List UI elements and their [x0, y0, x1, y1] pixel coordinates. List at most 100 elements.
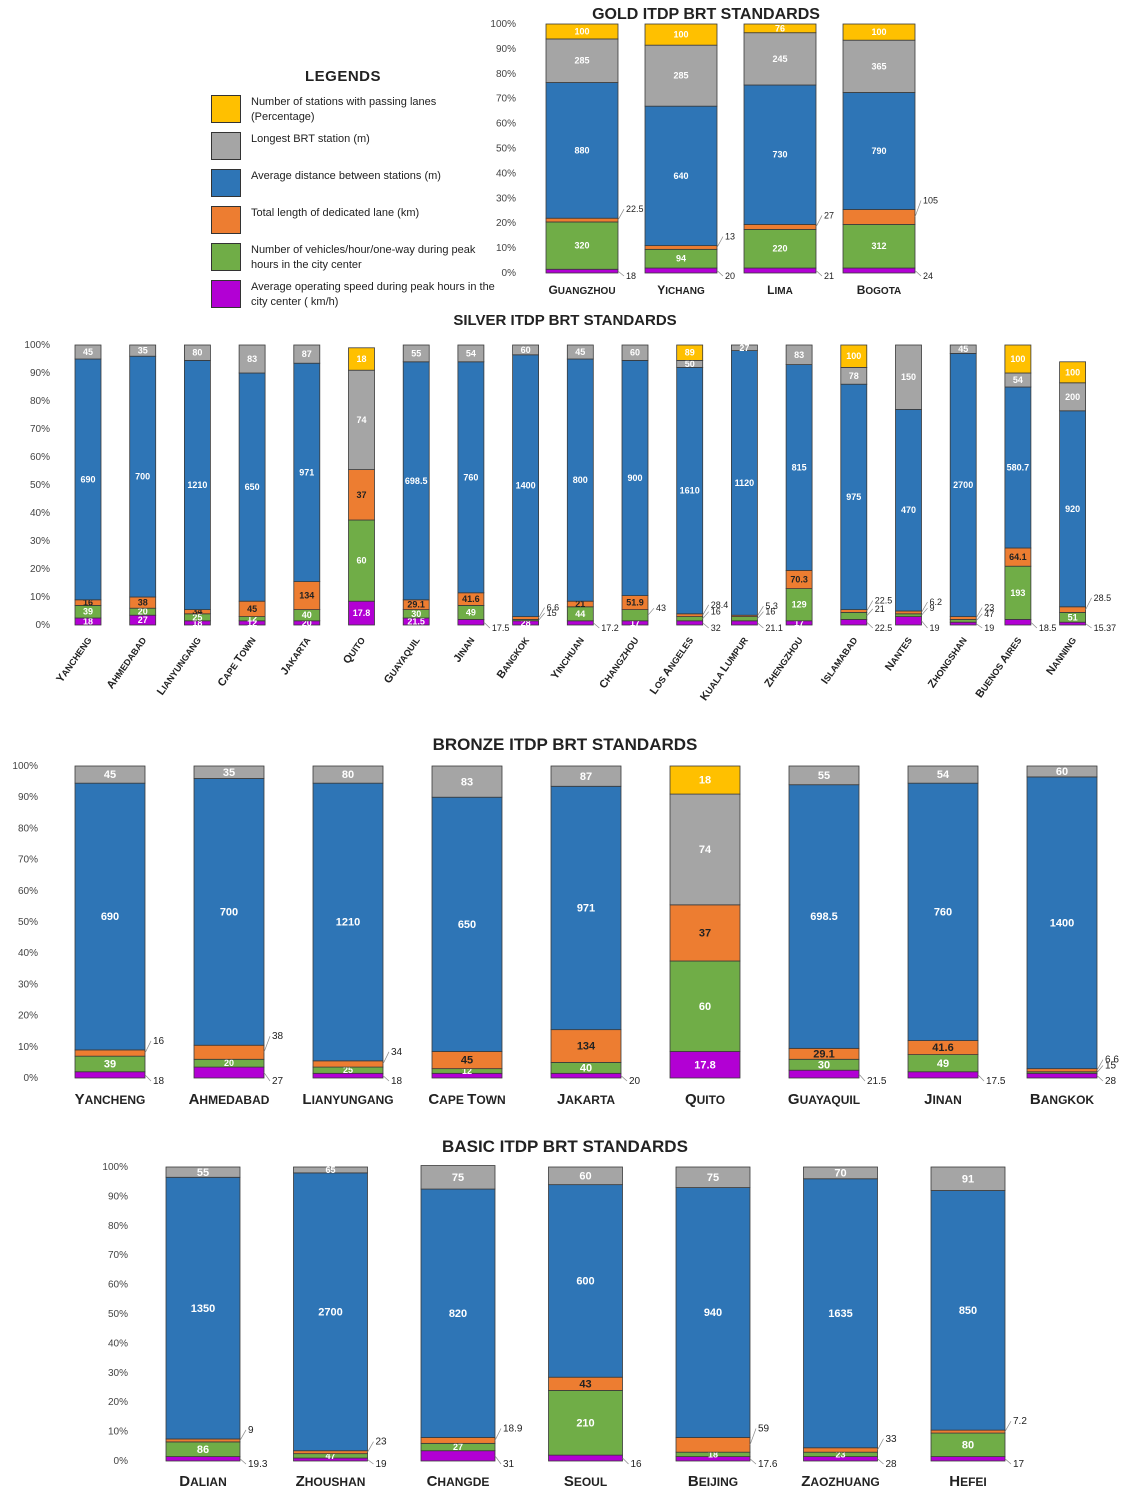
y-tick-label: 70%	[496, 94, 516, 105]
value-label-vehicles: 18	[708, 1449, 718, 1459]
leader-line	[367, 1441, 374, 1453]
bar-segment-longest	[785, 344, 813, 366]
silver-chart-title: SILVER ITDP BRT STANDARDS	[453, 312, 676, 329]
value-label-longest: 74	[356, 415, 366, 425]
legend-item-passing: Number of stations with passing lanes (P…	[205, 93, 495, 130]
value-label-lane: 22.5	[875, 596, 893, 606]
value-label-longest: 365	[871, 61, 886, 71]
category-label: ZAOZHUANG	[801, 1473, 880, 1490]
bar-segment-speed	[669, 1051, 741, 1079]
y-tick-label: 70%	[18, 855, 38, 866]
value-label-vehicles: 15	[547, 608, 557, 618]
y-tick-label: 0%	[502, 268, 517, 279]
bar-segment-vehicles	[785, 588, 813, 622]
category-label: ISLAMABAD	[819, 634, 860, 686]
leader-line	[367, 1459, 374, 1465]
bar-segment-speed	[676, 620, 704, 626]
value-label-lane: 27	[824, 210, 834, 220]
value-label-distance: 700	[220, 907, 238, 919]
value-label-distance: 880	[574, 145, 589, 155]
bar-segment-distance	[907, 782, 979, 1041]
value-label-vehicles: 40	[302, 610, 312, 620]
y-tick-label: 80%	[18, 823, 38, 834]
bar-segment-distance	[183, 359, 211, 610]
leader-line	[975, 613, 983, 622]
bar-segment-distance	[312, 782, 384, 1062]
bar-segment-speed	[842, 267, 916, 274]
legend-label: Total length of dedicated lane (km)	[251, 207, 420, 219]
leader-line	[1004, 1420, 1012, 1432]
leader-line	[757, 606, 764, 617]
value-label-speed: 18.5	[1039, 623, 1057, 633]
bar-segment-distance	[676, 366, 704, 615]
value-label-speed: 27	[138, 615, 148, 625]
legend-swatch-speed	[211, 280, 241, 308]
bar-segment-longest	[74, 344, 102, 360]
value-label-speed: 17	[1013, 1459, 1025, 1470]
bar-segment-lane	[512, 616, 539, 620]
legend-swatch-lane	[211, 206, 241, 234]
category-label: KUALA LUMPUR	[698, 634, 751, 703]
bar-segment-speed	[840, 619, 868, 626]
y-tick-label: 40%	[30, 508, 50, 519]
legend-label: Average distance between stations (m)	[251, 170, 441, 182]
value-label-distance: 1400	[1050, 917, 1074, 929]
bar-segment-distance	[548, 1184, 623, 1378]
leader-line	[593, 622, 600, 629]
value-label-distance: 1400	[516, 481, 536, 491]
bar-segment-lane	[545, 217, 619, 223]
value-label-distance: 470	[901, 505, 916, 515]
leader-line	[617, 270, 625, 277]
category-label: GUAYAQUIL	[382, 634, 423, 685]
bar-segment-passing	[676, 344, 704, 361]
value-label-distance: 690	[80, 474, 95, 484]
value-label-lane: 38	[138, 598, 148, 608]
bar-segment-distance	[895, 408, 922, 612]
bar-segment-speed	[743, 267, 817, 274]
category-label: LIANYUNGANG	[302, 1091, 393, 1108]
y-tick-label: 70%	[30, 424, 50, 435]
bar-segment-vehicles	[348, 519, 375, 602]
leader-line	[494, 1428, 502, 1441]
y-tick-label: 10%	[496, 243, 516, 254]
leader-line	[877, 1438, 884, 1451]
legend-label: Number of stations with passing lanes (P…	[251, 96, 437, 123]
value-label-distance: 1635	[828, 1308, 852, 1320]
value-label-distance: 698.5	[810, 911, 838, 923]
bar-segment-vehicles	[842, 224, 916, 269]
basic-chart-title: BASIC ITDP BRT STANDARDS	[442, 1137, 688, 1156]
bar-segment-distance	[930, 1190, 1006, 1431]
bar-segment-distance	[74, 358, 102, 601]
bar-segment-speed	[731, 620, 758, 626]
category-label: CAPE TOWN	[428, 1091, 505, 1108]
value-label-longest: 87	[302, 349, 312, 359]
bar-segment-speed	[644, 267, 718, 274]
category-label: LIMA	[767, 283, 793, 297]
bar-segment-speed	[457, 619, 485, 626]
bar-segment-longest	[949, 344, 977, 354]
category-label: JAKARTA	[557, 1091, 615, 1108]
value-label-speed: 19	[984, 623, 994, 633]
bar-segment-longest	[895, 344, 922, 410]
bar-segment-longest	[669, 793, 741, 906]
value-label-vehicles: 9	[930, 603, 935, 613]
leader-line	[815, 270, 823, 277]
bar-segment-lane	[1059, 606, 1086, 613]
leader-line	[914, 200, 922, 218]
leader-line	[617, 209, 625, 221]
bar-segment-speed	[545, 268, 619, 274]
bar-segment-speed	[1026, 1072, 1098, 1079]
value-label-longest: 70	[834, 1168, 846, 1180]
value-label-vehicles: 60	[699, 1001, 711, 1013]
y-tick-label: 30%	[108, 1368, 128, 1379]
bar-segment-passing	[1004, 344, 1032, 374]
value-label-vehicles: 193	[1010, 588, 1025, 598]
value-label-speed: 31	[503, 1459, 515, 1470]
bar-segment-distance	[293, 362, 321, 583]
bar-segment-distance	[788, 784, 860, 1049]
category-label: BEIJING	[688, 1473, 738, 1490]
leader-line	[702, 622, 709, 629]
value-label-speed: 28	[1105, 1076, 1117, 1087]
value-label-lane: 105	[923, 196, 938, 206]
